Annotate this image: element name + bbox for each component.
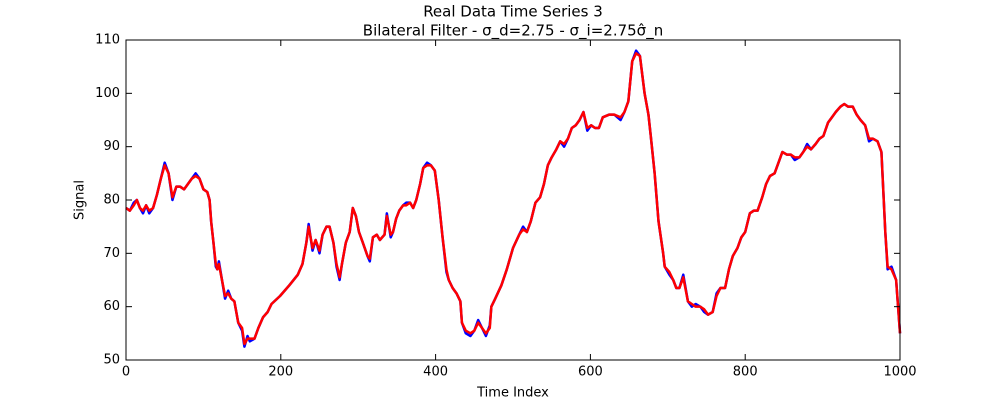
y-tick-label: 90 xyxy=(103,139,120,154)
x-tick-label: 0 xyxy=(122,365,130,380)
x-axis-label: Time Index xyxy=(476,386,549,400)
y-tick-label: 100 xyxy=(95,86,120,101)
y-tick-label: 110 xyxy=(95,33,120,48)
x-tick-label: 1000 xyxy=(883,365,916,380)
y-tick-label: 60 xyxy=(103,299,120,314)
x-tick-label: 200 xyxy=(268,365,293,380)
chart-title: Real Data Time Series 3 xyxy=(423,3,603,21)
y-tick-label: 80 xyxy=(103,193,120,208)
plot-area xyxy=(125,49,902,348)
series-line xyxy=(125,52,902,346)
x-tick-label: 800 xyxy=(733,365,758,380)
chart-subtitle: Bilateral Filter - σ_d=2.75 - σ_i=2.75σ̂… xyxy=(363,22,663,41)
x-tick-label: 600 xyxy=(578,365,603,380)
x-tick-label: 400 xyxy=(423,365,448,380)
y-tick-label: 70 xyxy=(103,246,120,261)
y-tick-label: 50 xyxy=(103,353,120,368)
y-axis-label: Signal xyxy=(73,180,88,220)
